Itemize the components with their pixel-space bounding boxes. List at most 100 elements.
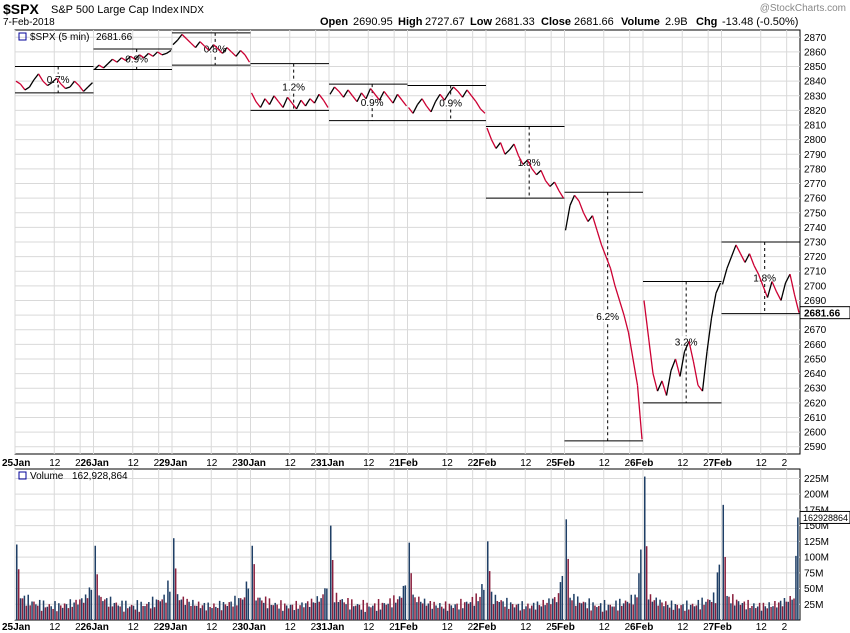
volume-bar: [724, 557, 726, 620]
range-label: 0.8%: [204, 45, 227, 56]
volume-bar: [264, 596, 267, 620]
range-label-bg: [672, 336, 701, 348]
volume-bar: [498, 601, 500, 620]
price-segment: [421, 98, 428, 107]
price-segment: [443, 92, 450, 101]
volume-bar: [502, 601, 504, 620]
volume-bar: [155, 599, 158, 620]
volume-bar: [136, 600, 139, 620]
price-segment: [374, 93, 381, 101]
volume-bar: [511, 604, 514, 620]
volume-bar: [644, 476, 646, 620]
price-x-tick: 12: [442, 458, 454, 469]
price-x-tick: 2: [154, 458, 160, 469]
price-segment: [661, 380, 668, 396]
price-segment: [304, 98, 311, 107]
price-segment: [401, 99, 408, 107]
volume-bar: [576, 596, 579, 620]
volume-bar: [672, 609, 675, 620]
volume-x-tick: 26Jan: [81, 622, 109, 633]
volume-bar: [695, 605, 698, 620]
price-segment: [329, 86, 336, 95]
volume-bar: [67, 608, 70, 620]
price-segment: [264, 98, 271, 105]
volume-bar: [582, 601, 585, 620]
price-segment: [573, 194, 580, 202]
volume-bar: [211, 608, 213, 620]
volume-bar: [33, 601, 35, 620]
volume-bar: [615, 600, 617, 620]
volume-bar: [450, 605, 453, 620]
price-segment: [176, 33, 183, 41]
volume-bar: [785, 601, 788, 620]
volume-bar: [289, 604, 292, 620]
price-segment: [715, 282, 722, 294]
price-segment: [522, 159, 528, 165]
price-legend: $SPX (5 min) 2681.66: [18, 32, 133, 43]
volume-bar: [165, 602, 167, 620]
volume-bar: [741, 603, 744, 620]
volume-bar: [105, 598, 108, 620]
volume-bar: [295, 600, 297, 620]
volume-bar: [234, 595, 236, 620]
volume-bar: [197, 601, 200, 620]
price-y-tick: 2770: [804, 179, 827, 190]
price-segment: [387, 96, 394, 104]
volume-x-tick: 2: [154, 622, 160, 633]
volume-x-tick: 2: [75, 622, 81, 633]
volume-bar: [665, 601, 667, 620]
volume-bar: [756, 606, 759, 620]
quote-row: Open 2690.95 High 2727.67 Low 2681.33 Cl…: [320, 16, 798, 28]
volume-bar: [553, 597, 556, 620]
price-grid: [14, 30, 800, 454]
volume-bar: [272, 605, 275, 620]
volume-bar: [613, 606, 615, 620]
volume-bar: [598, 605, 600, 620]
volume-bar: [607, 604, 610, 620]
volume-bar: [69, 599, 72, 620]
volume-bar: [293, 610, 296, 620]
price-segment: [735, 244, 742, 254]
volume-bar: [728, 596, 730, 620]
price-segment: [148, 52, 154, 57]
volume-bar: [314, 602, 317, 620]
price-y-tick: 2820: [804, 106, 827, 117]
price-x-tick: 2: [389, 458, 395, 469]
price-segment: [172, 39, 178, 46]
price-segment: [161, 52, 167, 56]
price-segment: [342, 89, 349, 98]
volume-bar: [408, 542, 411, 620]
volume-bar: [515, 604, 518, 620]
volume-bar: [477, 601, 479, 620]
price-y-tick: 2730: [804, 238, 827, 249]
range-label-bg: [358, 96, 387, 108]
volume-y-axis: 25M 50M 75M 100M 125M 150M 175M 200M 225M: [804, 474, 829, 611]
price-segment: [143, 52, 149, 59]
volume-bar: [326, 588, 328, 620]
volume-bar: [712, 592, 715, 620]
volume-bar: [282, 610, 284, 620]
volume-bar: [215, 606, 217, 620]
volume-bar: [205, 610, 208, 620]
volume-bar: [557, 593, 560, 620]
volume-bar: [444, 601, 447, 620]
volume-bar: [530, 605, 533, 620]
volume-bar: [59, 605, 62, 620]
volume-bar: [739, 604, 742, 620]
volume-y-tick: 150M: [804, 521, 829, 532]
volume-bar: [550, 604, 552, 620]
volume-bar: [339, 599, 342, 620]
price-segment: [255, 101, 262, 108]
price-segment: [470, 95, 477, 103]
volume-label: Volume: [621, 16, 660, 28]
price-segment: [596, 230, 603, 246]
low-value: 2681.33: [495, 16, 535, 28]
volume-bar: [228, 602, 230, 620]
volume-bar: [21, 598, 24, 620]
price-y-tick: 2840: [804, 77, 827, 88]
index-name: S&P 500 Large Cap Index: [51, 4, 179, 16]
volume-bar: [751, 605, 753, 620]
volume-bar: [682, 604, 684, 620]
exchange: INDX: [180, 5, 204, 16]
volume-bar: [441, 606, 443, 620]
